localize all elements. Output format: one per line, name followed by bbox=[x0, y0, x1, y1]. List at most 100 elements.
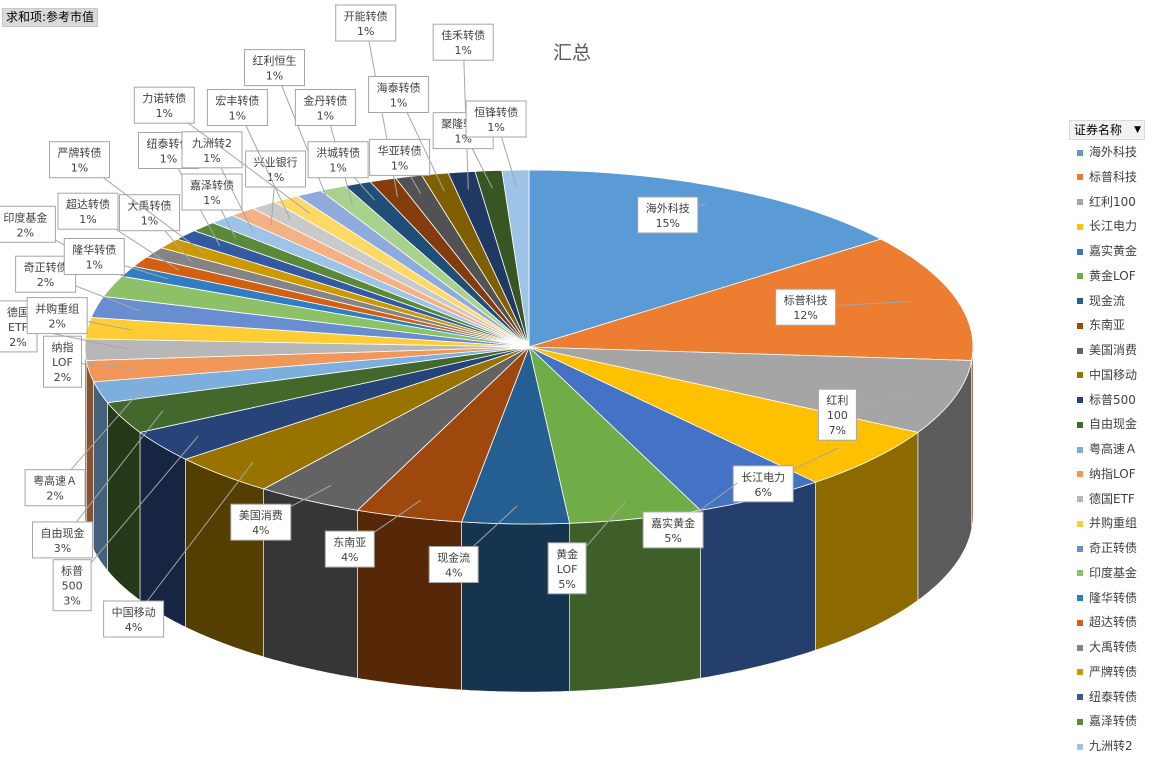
legend-item[interactable]: 粤高速Ａ bbox=[1069, 437, 1157, 462]
legend-item[interactable]: 标普500 bbox=[1069, 388, 1157, 413]
data-label: 海泰转债 1% bbox=[368, 76, 430, 113]
data-label-name: 现金流 bbox=[437, 551, 470, 565]
legend-swatch bbox=[1077, 694, 1083, 700]
data-label-name: 红利恒生 bbox=[253, 54, 297, 68]
data-label-name: 标普 bbox=[61, 564, 83, 578]
legend-item[interactable]: 中国移动 bbox=[1069, 363, 1157, 388]
pie-slice bbox=[528, 346, 919, 483]
legend-item[interactable]: 标普科技 bbox=[1069, 165, 1157, 190]
data-label-box bbox=[368, 76, 430, 113]
legend-item[interactable]: 隆华转债 bbox=[1069, 586, 1157, 611]
legend-item[interactable]: 纽泰转债 bbox=[1069, 685, 1157, 710]
data-label-box bbox=[206, 89, 268, 126]
legend-swatch bbox=[1077, 644, 1083, 651]
data-label-box bbox=[230, 503, 292, 541]
data-label: 标普科技 12% bbox=[775, 288, 837, 326]
data-label: 海外科技 15% bbox=[637, 196, 699, 234]
data-label: 宏丰转债 1% bbox=[206, 89, 268, 126]
pie-slice bbox=[528, 238, 974, 361]
legend-item[interactable]: 黄金LOF bbox=[1069, 264, 1157, 289]
data-label-name: LOF bbox=[557, 563, 578, 576]
data-labels: 海外科技 15% 标普科技 12% 红利 100 7% 长江电力 6% 嘉实黄金 5% 黄金 LOF 5%… bbox=[0, 4, 913, 638]
data-label-value: 3% bbox=[54, 542, 71, 555]
legend-item[interactable]: 并购重组 bbox=[1069, 511, 1157, 536]
data-label-value: 15% bbox=[656, 217, 680, 230]
data-label-name: 并购重组 bbox=[35, 302, 79, 316]
data-label: 现金流 4% bbox=[428, 546, 479, 583]
data-label-box bbox=[432, 23, 494, 61]
data-label-name: 长江电力 bbox=[741, 471, 785, 484]
dropdown-arrow-icon[interactable]: ▼ bbox=[1134, 125, 1141, 135]
data-label: 超达转债 1% bbox=[57, 192, 119, 230]
data-label-value: 4% bbox=[341, 551, 358, 564]
legend-item[interactable]: 嘉实黄金 bbox=[1069, 239, 1157, 264]
legend-item[interactable]: 美国消费 bbox=[1069, 338, 1157, 363]
legend-item[interactable]: 大禹转债 bbox=[1069, 635, 1157, 660]
leader-line bbox=[236, 107, 291, 220]
pie-slice bbox=[85, 346, 530, 383]
data-label: 佳禾转债 1% bbox=[432, 23, 494, 61]
data-label-box bbox=[294, 89, 356, 126]
data-label-box bbox=[428, 546, 479, 583]
legend-item[interactable]: 超达转债 bbox=[1069, 610, 1157, 635]
legend-label: 标普科技 bbox=[1089, 169, 1138, 184]
data-label-box bbox=[245, 150, 307, 188]
data-label: 红利恒生 1% bbox=[244, 49, 305, 87]
legend-item[interactable]: 印度基金 bbox=[1069, 561, 1157, 586]
legend-label: 嘉实黄金 bbox=[1089, 244, 1138, 258]
data-label-box bbox=[335, 4, 397, 42]
legend-item[interactable]: 九洲转2 bbox=[1069, 734, 1157, 759]
data-label-name: 500 bbox=[62, 580, 83, 593]
legend-item[interactable]: 红利100 bbox=[1069, 190, 1157, 215]
legend-swatch bbox=[1077, 149, 1083, 156]
legend-item[interactable]: 海外科技 bbox=[1069, 140, 1157, 165]
legend-label: 大禹转债 bbox=[1089, 640, 1138, 654]
pivot-value-field-button[interactable]: 求和项:参考市值 bbox=[2, 8, 99, 27]
data-label-name: 黄金 bbox=[556, 547, 578, 561]
legend-item[interactable]: 现金流 bbox=[1069, 289, 1157, 314]
legend-item[interactable]: 德国ETF bbox=[1069, 487, 1157, 512]
legend-item[interactable]: 东南亚 bbox=[1069, 313, 1157, 338]
data-label-value: 4% bbox=[125, 621, 142, 634]
data-label-value: 3% bbox=[63, 595, 80, 608]
leader-line bbox=[62, 410, 164, 541]
data-label-value: 1% bbox=[317, 110, 334, 123]
pie-slice bbox=[93, 346, 530, 404]
legend-swatch bbox=[1077, 520, 1083, 527]
leader-line bbox=[274, 67, 332, 209]
data-label-box bbox=[642, 511, 704, 549]
data-label-box bbox=[119, 194, 180, 232]
legend-label: 并购重组 bbox=[1089, 516, 1138, 531]
pie-chart: 海外科技 15% 标普科技 12% 红利 100 7% 长江电力 6% 嘉实黄金 5% 黄金 LOF 5%… bbox=[0, 4, 974, 693]
legend-item[interactable]: 自由现金 bbox=[1069, 412, 1157, 437]
legend-item[interactable]: 嘉泽转债 bbox=[1069, 709, 1157, 734]
leader-line bbox=[133, 461, 254, 620]
legend-item[interactable]: 严牌转债 bbox=[1069, 660, 1157, 685]
data-label-box bbox=[465, 100, 527, 138]
data-label: 粤高速Ａ 2% bbox=[24, 469, 86, 507]
data-label-value: 1% bbox=[391, 159, 408, 172]
legend-item[interactable]: 奇正转债 bbox=[1069, 536, 1157, 561]
data-label-value: 1% bbox=[160, 153, 177, 166]
pie-slice-side bbox=[700, 481, 816, 679]
legend-filter-button[interactable]: 证券名称 ▼ bbox=[1069, 120, 1145, 140]
data-label: 大禹转债 1% bbox=[119, 194, 180, 232]
legend-swatch bbox=[1077, 298, 1083, 304]
data-label: 金丹转债 1% bbox=[294, 89, 356, 126]
data-label-value: 2% bbox=[17, 226, 34, 239]
legend-item[interactable]: 纳指LOF bbox=[1069, 462, 1157, 487]
data-label-box bbox=[324, 530, 375, 568]
data-label: 标普 500 3% bbox=[52, 559, 92, 612]
legend-label: 中国移动 bbox=[1089, 367, 1138, 382]
data-label-box bbox=[43, 335, 82, 388]
data-label-name: 奇正转债 bbox=[24, 260, 68, 274]
data-label-value: 1% bbox=[266, 70, 283, 83]
legend-swatch bbox=[1077, 223, 1083, 230]
data-label-name: 严牌转债 bbox=[58, 146, 102, 160]
data-label-name: 隆华转债 bbox=[72, 243, 116, 257]
data-label-value: 1% bbox=[487, 121, 504, 134]
pie-slice bbox=[262, 346, 530, 511]
data-label-name: 金丹转债 bbox=[303, 94, 347, 108]
data-label: 华亚转债 1% bbox=[369, 138, 431, 176]
legend-item[interactable]: 长江电力 bbox=[1069, 214, 1157, 239]
